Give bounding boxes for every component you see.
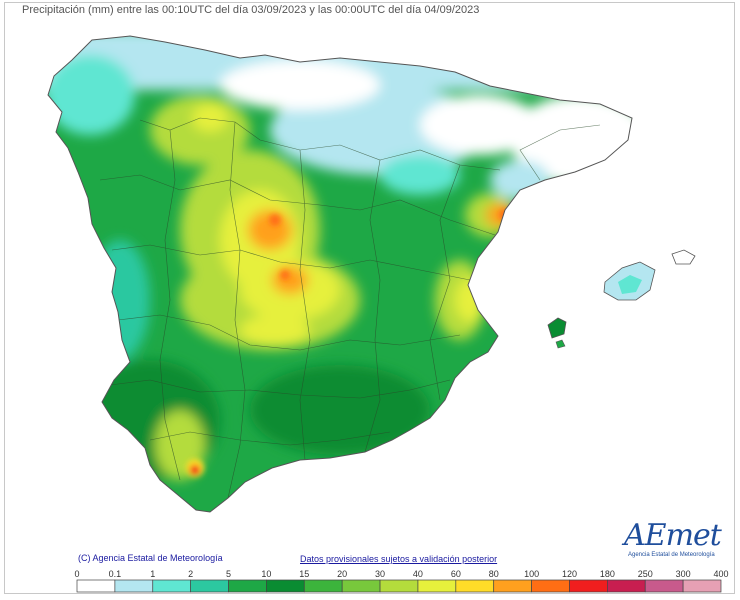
legend-label-11: 80 (489, 569, 499, 579)
map-frame (4, 2, 735, 594)
legend-box-1 (114, 579, 154, 593)
legend-label-0: 0 (74, 569, 79, 579)
legend-label-13: 120 (562, 569, 577, 579)
aemet-logo: AEmet Agencia Estatal de Meteorología (624, 518, 722, 562)
legend-label-7: 20 (337, 569, 347, 579)
legend-box-3 (190, 579, 229, 593)
legend-label-8: 30 (375, 569, 385, 579)
legend-labels: 0 0.1 1 2 5 10 15 20 30 40 60 80 100 120 180 250 300 400 (74, 569, 728, 579)
legend-label-2: 1 (150, 569, 155, 579)
legend-label-17: 400 (713, 569, 728, 579)
legend-box-5 (266, 579, 305, 593)
island-menorca (671, 249, 696, 265)
legend-label-6: 15 (299, 569, 309, 579)
legend-label-4: 5 (226, 569, 231, 579)
legend-label-5: 10 (261, 569, 271, 579)
legend-color-boxes (76, 579, 722, 593)
legend-box-15 (644, 579, 684, 593)
legend-box-2 (152, 579, 191, 593)
island-mallorca-inner (618, 275, 642, 294)
legend-box-7 (341, 579, 381, 593)
legend-box-11 (493, 579, 532, 593)
provisional-data-link[interactable]: Datos provisionales sujetos a validación… (300, 554, 498, 564)
legend-box-10 (455, 579, 495, 593)
legend-box-12 (531, 579, 570, 593)
legend-label-1: 0.1 (109, 569, 122, 579)
mainland-outline (47, 35, 633, 513)
legend-box-8 (379, 579, 419, 593)
legend-label-12: 100 (524, 569, 539, 579)
island-ibiza (547, 317, 567, 339)
balearic-islands (547, 249, 696, 349)
legend-label-14: 180 (600, 569, 615, 579)
island-formentera (555, 339, 566, 349)
legend-box-13 (569, 579, 608, 593)
legend-box-9 (417, 579, 457, 593)
copyright-text: (C) Agencia Estatal de Meteorología (78, 553, 223, 563)
legend-label-16: 300 (676, 569, 691, 579)
legend-label-9: 40 (413, 569, 423, 579)
legend-label-3: 2 (188, 569, 193, 579)
map-title: Precipitación (mm) entre las 00:10UTC de… (22, 4, 480, 16)
legend-box-4 (228, 579, 267, 593)
aemet-logo-text: AEmet (624, 518, 722, 553)
legend-box-0 (76, 579, 116, 593)
legend-label-10: 60 (451, 569, 461, 579)
aemet-logo-subtitle: Agencia Estatal de Meteorología (628, 552, 715, 558)
legend-label-15: 250 (638, 569, 653, 579)
legend-box-6 (303, 579, 343, 593)
legend-box-14 (607, 579, 646, 593)
legend-box-16 (682, 579, 722, 593)
